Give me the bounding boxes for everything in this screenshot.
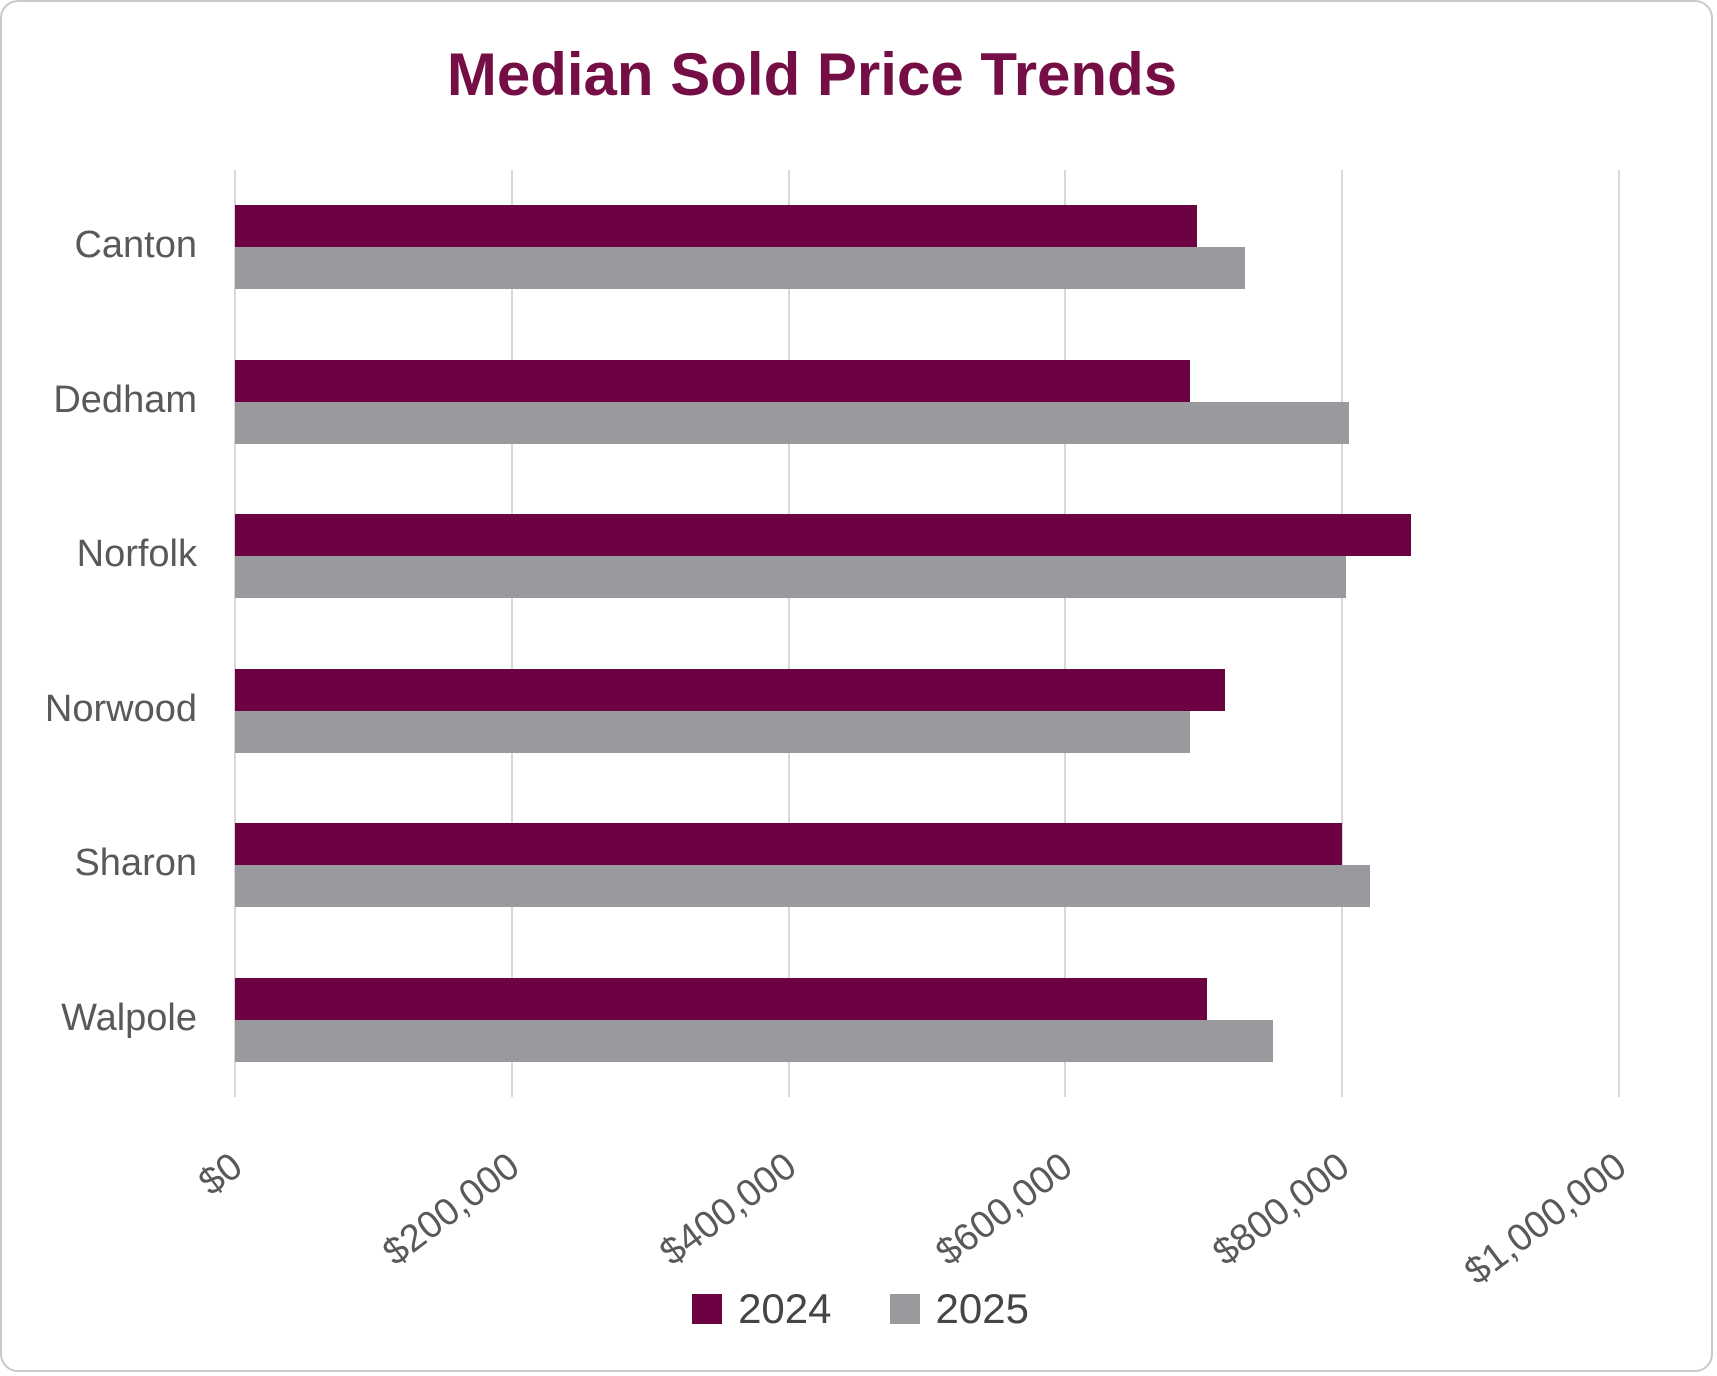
bar-dedham-2024: [235, 359, 1190, 402]
category-label-sharon: Sharon: [74, 842, 197, 885]
category-label-canton: Canton: [74, 224, 197, 267]
bar-canton-2025: [235, 247, 1246, 290]
category-label-walpole: Walpole: [61, 996, 197, 1039]
category-label-norfolk: Norfolk: [76, 533, 197, 576]
x-tick-label-1: $200,000: [375, 1145, 661, 1274]
bar-sharon-2024: [235, 823, 1343, 866]
legend-item-2025: 2025: [889, 1285, 1029, 1333]
legend-swatch-2024: [692, 1294, 723, 1324]
x-tick-label-3: $600,000: [929, 1145, 1214, 1274]
x-tick-text: $600,000: [928, 1145, 1081, 1274]
x-tick-text: $800,000: [1205, 1145, 1358, 1274]
gridline-0: [234, 170, 236, 1097]
bar-sharon-2025: [235, 865, 1370, 908]
legend: 2024 2025: [2, 1285, 1717, 1333]
x-tick-text: $400,000: [652, 1145, 804, 1274]
legend-label-2024: 2024: [738, 1285, 832, 1332]
bar-canton-2024: [235, 205, 1197, 248]
chart-title: Median Sold Price Trends: [446, 41, 1178, 108]
legend-label-2025: 2025: [935, 1285, 1029, 1332]
gridline-600000: [1064, 170, 1067, 1097]
bar-norfolk-2024: [235, 514, 1412, 557]
bar-norwood-2024: [235, 668, 1225, 711]
x-tick-text: $0: [191, 1145, 251, 1204]
bar-norwood-2025: [235, 710, 1190, 753]
x-tick-label-2: $400,000: [652, 1145, 938, 1274]
x-tick-text: $200,000: [375, 1145, 528, 1274]
bar-norfolk-2025: [235, 556, 1346, 599]
gridline-200000: [510, 170, 513, 1097]
legend-item-2024: 2024: [692, 1285, 832, 1333]
gridline-1000000: [1618, 170, 1620, 1097]
bar-dedham-2025: [235, 401, 1350, 444]
bar-walpole-2025: [235, 1019, 1273, 1062]
x-tick-label-5: $1,000,000: [1457, 1145, 1717, 1293]
bar-walpole-2024: [235, 977, 1208, 1020]
gridline-400000: [787, 170, 790, 1097]
x-tick-label-4: $800,000: [1206, 1145, 1491, 1274]
category-label-dedham: Dedham: [53, 378, 197, 421]
x-tick-label-0: $0: [191, 1145, 267, 1204]
legend-swatch-2025: [889, 1294, 920, 1324]
gridline-800000: [1341, 170, 1344, 1097]
category-label-norwood: Norwood: [44, 687, 197, 730]
